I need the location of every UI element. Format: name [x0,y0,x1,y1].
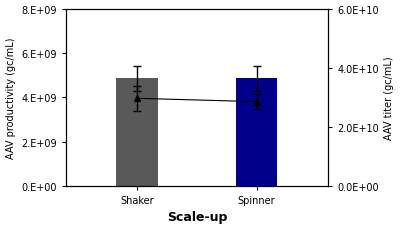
X-axis label: Scale-up: Scale-up [167,210,227,224]
Bar [236,79,278,186]
Y-axis label: AAV titer (gc/mL): AAV titer (gc/mL) [384,56,394,139]
Y-axis label: AAV productivity (gc/mL): AAV productivity (gc/mL) [6,37,16,158]
Bar [116,79,158,186]
